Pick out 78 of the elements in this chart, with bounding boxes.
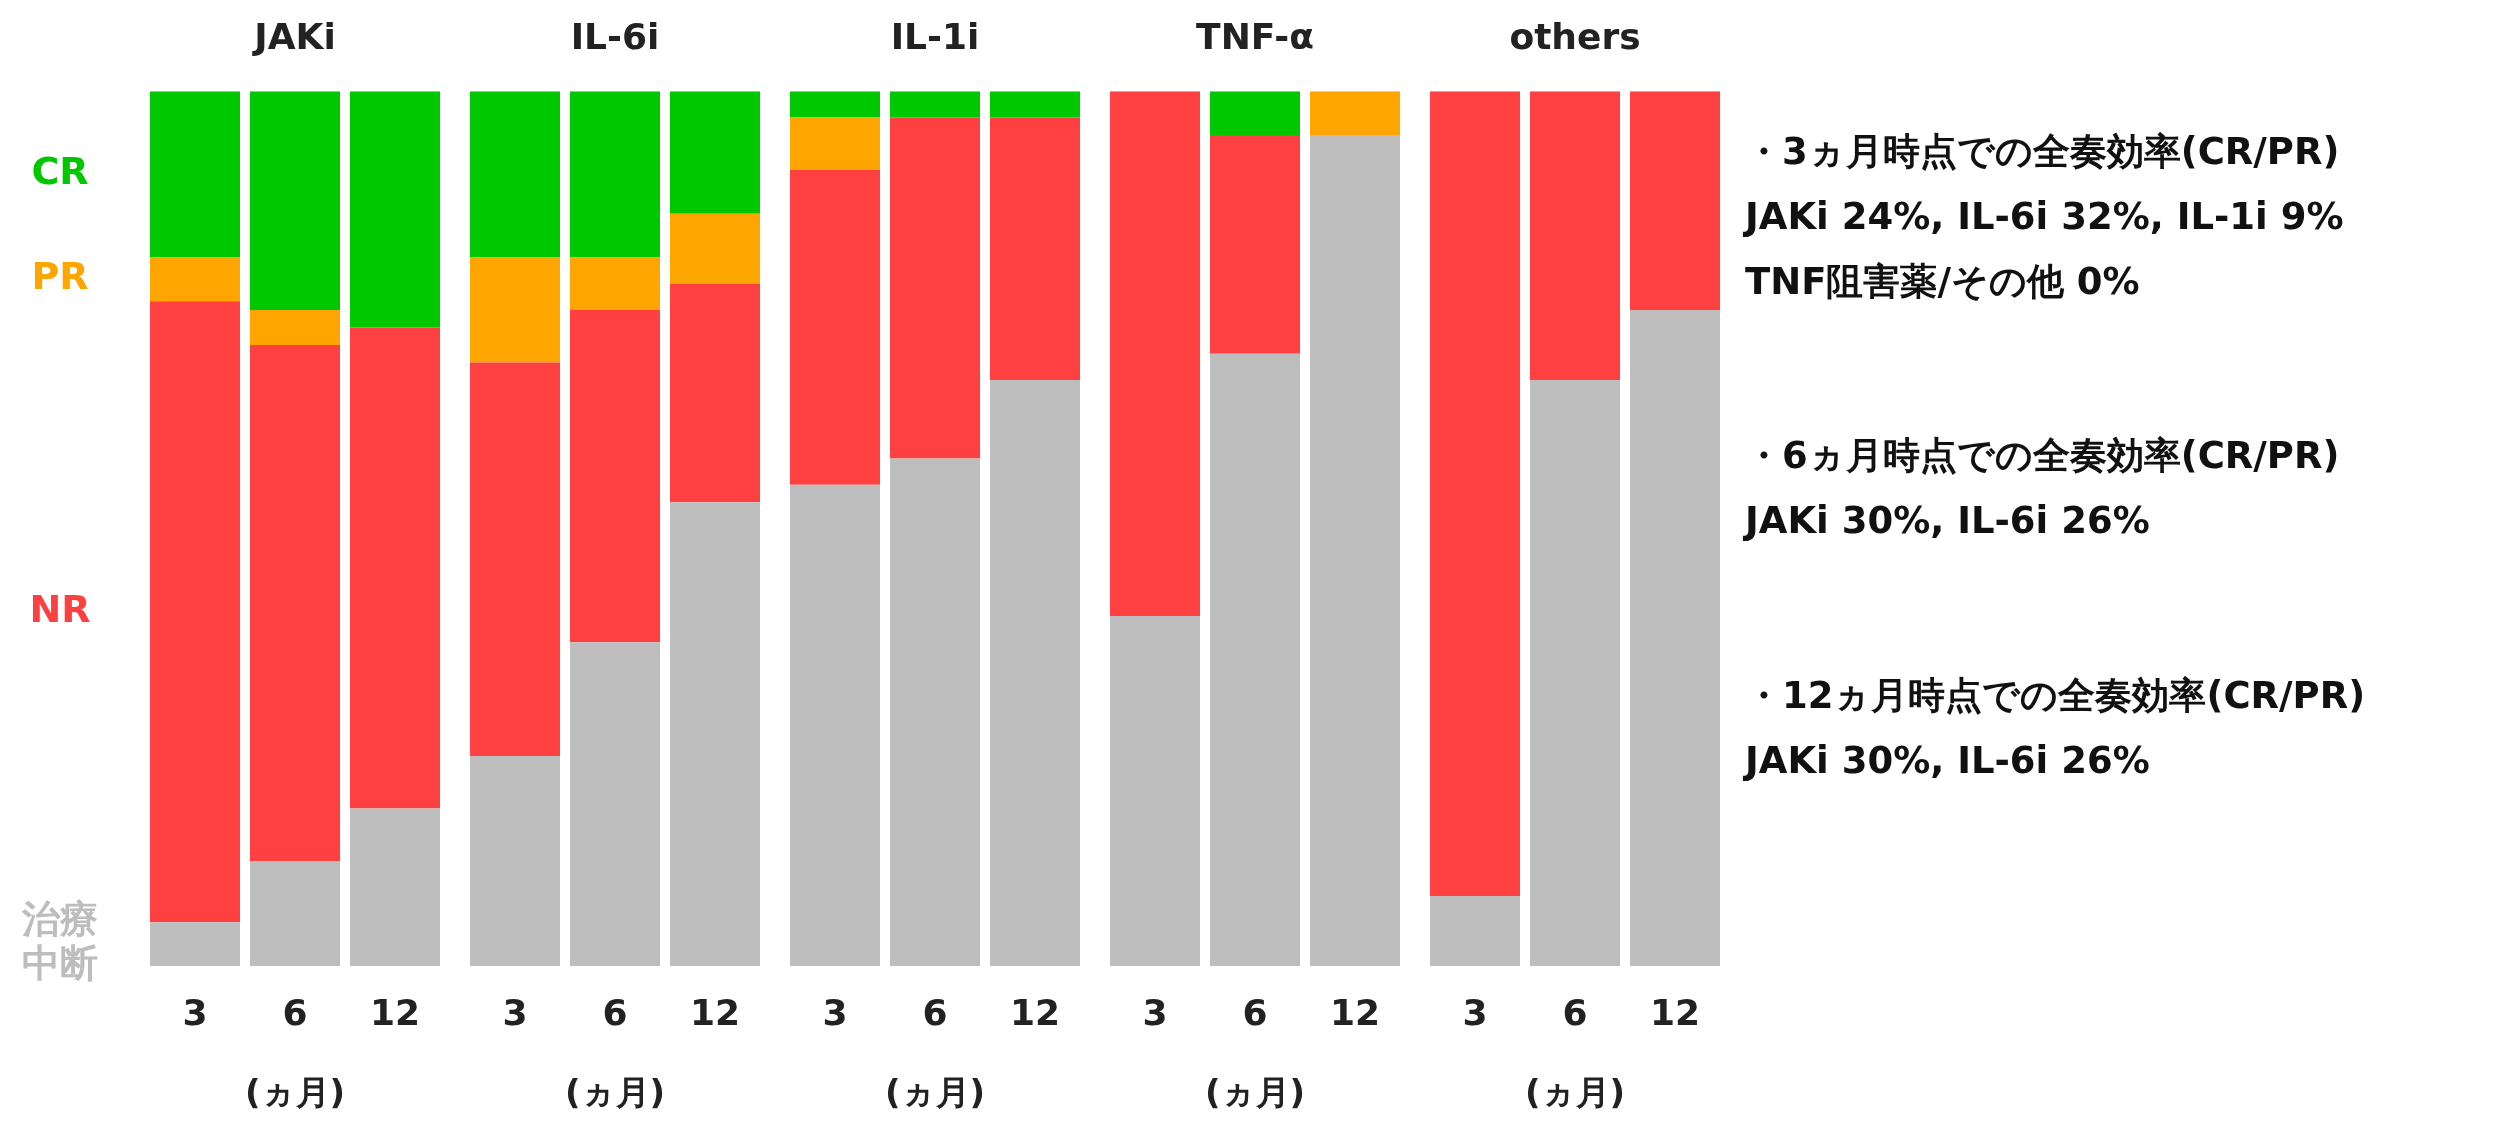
bar bbox=[1210, 91, 1300, 135]
bar bbox=[890, 117, 980, 459]
bar bbox=[890, 458, 980, 966]
bar bbox=[150, 257, 240, 302]
bar bbox=[1110, 91, 1200, 617]
bar bbox=[470, 257, 560, 363]
x-tick-label: 12 bbox=[689, 991, 741, 1033]
x-tick-label: 6 bbox=[282, 991, 308, 1033]
bar bbox=[1310, 134, 1400, 966]
bar bbox=[470, 362, 560, 757]
x-axis-title: (ヵ月) bbox=[1524, 1072, 1626, 1113]
bar bbox=[1210, 353, 1300, 966]
bar bbox=[470, 756, 560, 966]
bar bbox=[1430, 91, 1520, 897]
chart-title: IL-1i bbox=[890, 15, 980, 57]
series-label: CR bbox=[31, 149, 89, 194]
bar bbox=[150, 301, 240, 923]
bar bbox=[990, 91, 1080, 118]
text: ・12ヵ月時点での全奏効率(CR/PR) JAKi 30%, IL-6i 26% bbox=[1745, 672, 2366, 784]
bar bbox=[470, 91, 560, 258]
x-tick-label: 3 bbox=[1142, 991, 1168, 1033]
x-axis-title: (ヵ月) bbox=[244, 1072, 346, 1113]
bar bbox=[250, 344, 340, 862]
bar bbox=[250, 91, 340, 310]
x-tick-label: 3 bbox=[1462, 991, 1488, 1033]
x-tick-label: 3 bbox=[182, 991, 208, 1033]
x-tick-label: 6 bbox=[1242, 991, 1268, 1033]
chart-title: TNF-α bbox=[1196, 15, 1314, 57]
bar bbox=[1110, 616, 1200, 966]
bar bbox=[150, 91, 240, 258]
bar bbox=[150, 922, 240, 966]
x-tick-label: 3 bbox=[822, 991, 848, 1033]
bar bbox=[350, 327, 440, 809]
x-tick-label: 12 bbox=[369, 991, 421, 1033]
x-axis-title: (ヵ月) bbox=[884, 1072, 986, 1113]
x-tick-label: 6 bbox=[1562, 991, 1588, 1033]
bar bbox=[670, 283, 760, 503]
text: ・6ヵ月時点での全奏効率(CR/PR) JAKi 30%, IL-6i 26% bbox=[1745, 433, 2341, 544]
bar bbox=[570, 257, 660, 310]
bar bbox=[790, 91, 880, 118]
chart-title: JAKi bbox=[251, 15, 336, 57]
chart-title: others bbox=[1509, 15, 1641, 57]
bar bbox=[570, 309, 660, 643]
x-tick-label: 6 bbox=[922, 991, 948, 1033]
x-tick-label: 12 bbox=[1649, 991, 1701, 1033]
bar bbox=[990, 117, 1080, 380]
bar bbox=[790, 484, 880, 966]
series-label: NR bbox=[29, 586, 91, 631]
bar bbox=[670, 91, 760, 214]
x-tick-label: 6 bbox=[602, 991, 628, 1033]
bar bbox=[890, 91, 980, 118]
chart-title: IL-6i bbox=[570, 15, 660, 57]
bar bbox=[1630, 91, 1720, 310]
text: ・3ヵ月時点での全奏効率(CR/PR) JAKi 24%, IL-6i 32%, IL-1i 9% TNF阻害薬/その他 0% bbox=[1745, 129, 2345, 305]
series-label: 治療中断 bbox=[21, 897, 98, 986]
x-tick-label: 12 bbox=[1329, 991, 1381, 1033]
bar bbox=[350, 91, 440, 328]
bar bbox=[1530, 379, 1620, 966]
bar bbox=[250, 861, 340, 966]
bar bbox=[1210, 134, 1300, 354]
x-tick-label: 3 bbox=[502, 991, 528, 1033]
x-axis-title: (ヵ月) bbox=[564, 1072, 666, 1113]
bar bbox=[570, 91, 660, 258]
bar bbox=[790, 169, 880, 485]
bar bbox=[570, 642, 660, 966]
bar bbox=[1430, 896, 1520, 966]
bar bbox=[1630, 309, 1720, 966]
bar bbox=[350, 808, 440, 966]
x-axis-title: (ヵ月) bbox=[1204, 1072, 1306, 1113]
bar bbox=[990, 379, 1080, 966]
x-tick-label: 12 bbox=[1009, 991, 1061, 1033]
bar bbox=[790, 117, 880, 170]
bar bbox=[670, 502, 760, 966]
series-label: PR bbox=[31, 254, 89, 299]
bar bbox=[1530, 91, 1620, 380]
bar bbox=[1310, 91, 1400, 135]
bar bbox=[670, 213, 760, 284]
bar bbox=[250, 309, 340, 345]
